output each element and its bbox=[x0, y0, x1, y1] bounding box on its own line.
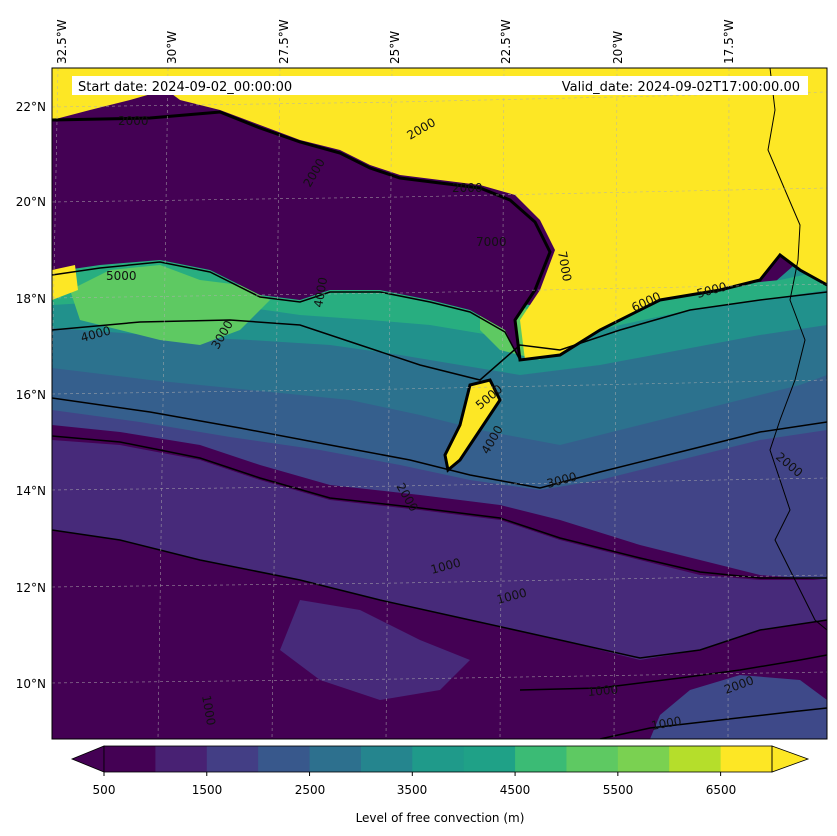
colorbar-cell bbox=[515, 746, 567, 772]
contour-label: 5000 bbox=[106, 269, 137, 283]
lat-tick-label: 12°N bbox=[16, 581, 46, 595]
start-date-label: Start date: 2024-09-02_00:00:00 bbox=[78, 80, 292, 95]
field-patch-south-2 bbox=[280, 600, 470, 700]
map-panel: 2000 2000 2000 2000 7000 5000 4000 4000 … bbox=[52, 68, 827, 739]
lon-tick-label: 30°W bbox=[165, 31, 179, 64]
colorbar-tick-label: 4500 bbox=[500, 783, 531, 797]
contour-label: 1000 bbox=[587, 682, 619, 699]
colorbar-tick-label: 2500 bbox=[295, 783, 326, 797]
colorbar-cell bbox=[566, 746, 619, 772]
lon-tick-label: 20°W bbox=[611, 31, 625, 64]
colorbar-tick-label: 500 bbox=[93, 783, 116, 797]
contour-5000 bbox=[52, 261, 521, 361]
field-band-3000 bbox=[52, 320, 827, 445]
colorbar-cell bbox=[669, 746, 722, 772]
colorbar-cell bbox=[412, 746, 465, 772]
colorbar-tick-label: 6500 bbox=[706, 783, 737, 797]
colorbar-cell bbox=[309, 746, 362, 772]
map-frame bbox=[51, 67, 828, 740]
contour-label: 7000 bbox=[476, 235, 507, 249]
lon-axis: 32.5°W 30°W 27.5°W 25°W 22.5°W 20°W 17.5… bbox=[55, 19, 736, 64]
field-dark-north bbox=[52, 112, 550, 360]
lon-tick-label: 27.5°W bbox=[277, 19, 291, 64]
colorbar-cell bbox=[206, 746, 259, 772]
lat-tick-label: 10°N bbox=[16, 677, 46, 691]
colorbar-tick-label: 3500 bbox=[397, 783, 428, 797]
info-bar bbox=[72, 76, 808, 95]
colorbar-cell bbox=[258, 746, 311, 772]
contour-3000 bbox=[52, 397, 827, 489]
contour-7000-streak bbox=[443, 378, 502, 473]
lat-axis: 22°N 20°N 18°N 16°N 14°N 12°N 10°N bbox=[16, 100, 46, 691]
lat-tick-label: 18°N bbox=[16, 292, 46, 306]
colorbar-cell bbox=[720, 746, 773, 772]
colorbar-ticks bbox=[103, 772, 722, 776]
contour-label: 7000 bbox=[555, 250, 574, 283]
contour-1000-south bbox=[519, 654, 827, 691]
contour-label: 1000 bbox=[650, 714, 683, 733]
gridlines bbox=[52, 68, 827, 739]
colorbar-cell bbox=[155, 746, 208, 772]
colorbar-extend-max bbox=[771, 745, 810, 773]
colorbar-tick-label: 1500 bbox=[192, 783, 223, 797]
contour-label: 4000 bbox=[311, 276, 330, 309]
field-patch-5500 bbox=[70, 265, 270, 345]
colorbar-cell bbox=[104, 746, 156, 772]
contour-lines bbox=[52, 110, 827, 739]
coastline-africa bbox=[767, 68, 827, 631]
colorbar-cell bbox=[617, 746, 670, 772]
colorbar-extend-min bbox=[70, 745, 105, 773]
colorbar: 500 1500 2500 3500 4500 5500 6500 Level … bbox=[70, 745, 810, 825]
contour-label: 1000 bbox=[199, 694, 218, 727]
valid-date-label: Valid_date: 2024-09-02T17:00:00.00 bbox=[562, 80, 800, 95]
colorbar-tick-label: 5500 bbox=[603, 783, 634, 797]
lat-tick-label: 20°N bbox=[16, 195, 46, 209]
lat-tick-label: 16°N bbox=[16, 388, 46, 402]
field-yellow-streak bbox=[445, 380, 500, 470]
colorbar-frame bbox=[103, 745, 773, 773]
field-band-3500 bbox=[52, 250, 827, 375]
field-band-1500 bbox=[52, 440, 827, 660]
contour-2000 bbox=[52, 435, 827, 579]
colorbar-cell bbox=[360, 746, 413, 772]
contour-1000 bbox=[52, 529, 827, 659]
lon-tick-label: 32.5°W bbox=[55, 19, 69, 64]
contour-1000-south-2 bbox=[599, 707, 827, 739]
field-band-2500 bbox=[52, 360, 827, 490]
contour-label: 2000 bbox=[452, 181, 483, 195]
lon-tick-label: 17.5°W bbox=[722, 19, 736, 64]
lon-tick-label: 25°W bbox=[388, 31, 402, 64]
contour-4000 bbox=[52, 291, 827, 381]
lat-tick-label: 14°N bbox=[16, 484, 46, 498]
colorbar-cells bbox=[104, 746, 773, 772]
contour-label: 2000 bbox=[118, 114, 149, 128]
colorbar-cell bbox=[463, 746, 516, 772]
lon-tick-label: 22.5°W bbox=[499, 19, 513, 64]
lat-tick-label: 22°N bbox=[16, 100, 46, 114]
field-band-2000 bbox=[52, 395, 827, 580]
field-high-lfc bbox=[160, 68, 827, 360]
contour-7000 bbox=[52, 110, 827, 362]
colorbar-title: Level of free convection (m) bbox=[356, 811, 525, 825]
